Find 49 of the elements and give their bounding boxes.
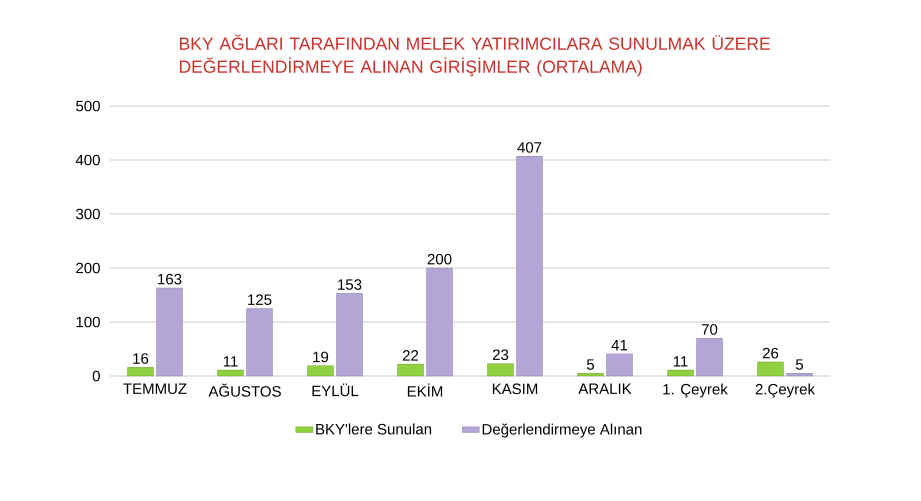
bar [156,288,183,376]
data-label: 163 [158,274,182,284]
bar [516,156,543,376]
x-tick-label: EYLÜL [312,384,358,396]
data-label: 11 [674,356,688,367]
data-label: 5 [586,359,594,370]
x-tick-label: ARALIK [578,384,632,394]
chart-title: BKY AĞLARI TARAFINDAN MELEK YATIRIMCILARA SUNULMAK ÜZERE DEĞERLENDİRMEYE ALINAN GİRİŞİMLER (ORTALAMA) [180,34,770,76]
y-tick-label: 500 [76,100,100,112]
y-tick-label: 200 [76,262,100,274]
y-tick-label: 400 [76,154,100,166]
data-label: 407 [517,142,542,153]
bar [696,338,723,376]
bar [426,268,453,376]
x-tick-label: 1. Çeyrek [663,384,728,398]
x-tick-label: KASIM [492,384,538,394]
data-label: 125 [248,294,272,305]
data-label: 70 [702,324,718,335]
data-label: 16 [133,353,148,364]
data-label: 11 [224,356,238,367]
bar [667,370,694,376]
legend-label: Değerlendirmeye Alınan [482,423,642,438]
x-tick-label: TEMMUZ [123,384,187,394]
x-tick-label: EKİM [408,384,442,397]
data-label: 153 [338,279,362,290]
data-label: 19 [313,352,328,362]
bar [577,373,604,376]
bar [307,366,334,376]
data-label: 200 [428,254,452,264]
bar [336,293,363,376]
data-label: 22 [402,350,418,361]
data-label: 23 [492,349,508,360]
bar [246,308,273,376]
bar [786,373,813,376]
bar [757,362,784,376]
bar [487,363,514,376]
bar [127,367,154,376]
bar [606,354,633,376]
y-tick-label: 0 [92,370,100,382]
data-label: 26 [762,348,778,358]
bar [217,370,244,376]
legend-label: BKY'lere Sunulan [316,423,432,434]
x-tick-label: AĞUSTOS [208,384,281,397]
data-label: 41 [612,340,628,350]
y-tick-label: 300 [76,208,100,220]
x-tick-label: 2.Çeyrek [756,384,816,398]
y-tick-label: 100 [76,316,100,328]
bar [397,364,424,376]
data-label: 5 [796,359,804,370]
